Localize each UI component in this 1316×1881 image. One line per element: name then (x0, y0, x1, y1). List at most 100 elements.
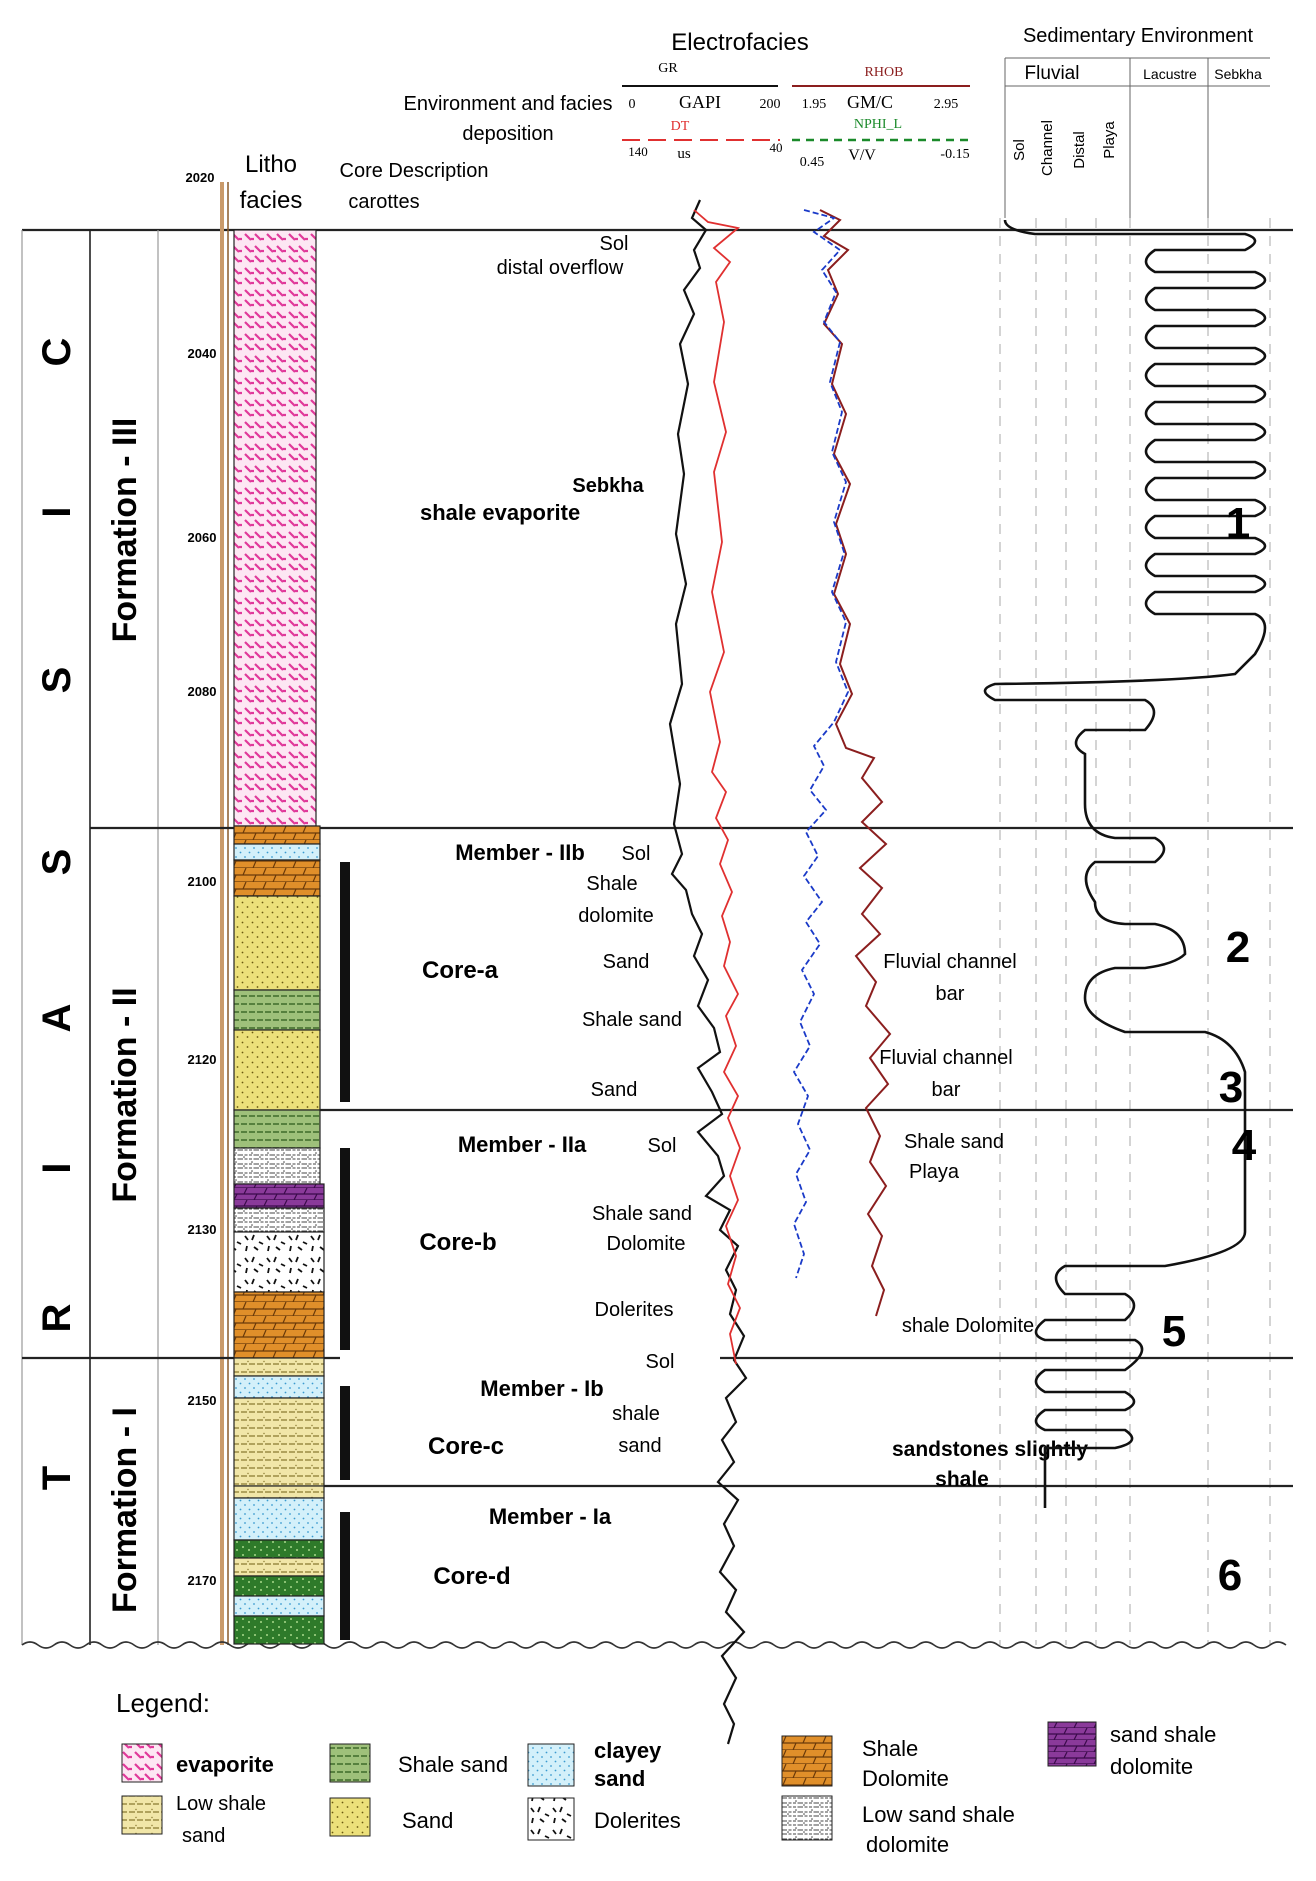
system-letter: S (35, 849, 79, 876)
sol-label: Sol (646, 1351, 675, 1373)
litho-clayey-sand (233, 1595, 325, 1617)
nphi-curve (792, 209, 849, 1279)
distal-subheader: Distal (1071, 131, 1088, 169)
legend-label-low-sand-shale-dolomite: Low sand shale (862, 1802, 1015, 1827)
core-b-label: Core-b (419, 1229, 496, 1256)
shale-sand-desc: shale (612, 1403, 660, 1425)
litho-low-shale-sand (233, 1485, 325, 1499)
log-curves (668, 199, 892, 1745)
core-d-label: Core-d (433, 1563, 510, 1590)
litho-dolerites (233, 1231, 325, 1293)
shale-sand-desc: Shale sand (592, 1203, 692, 1225)
depth-tick-label: 2120 (188, 1052, 217, 1067)
core-d-bar (340, 1512, 350, 1640)
litho-shale-sand-dark (233, 1539, 325, 1559)
legend-swatch-clayey-sand (527, 1743, 575, 1787)
gr-curve (668, 199, 748, 1745)
channel-subheader: Channel (1039, 120, 1056, 176)
litho-low-shale-sand (233, 1357, 325, 1377)
sol-label: Sol (648, 1135, 677, 1157)
member-iia-label: Member - IIa (458, 1132, 587, 1157)
sand-desc: Sand (591, 1079, 638, 1101)
shale-dolomite-desc-2: dolomite (578, 905, 654, 927)
gr-name: GR (658, 61, 678, 76)
legend-swatch-low-sand-shale-dolomite (781, 1795, 833, 1841)
litho-clayey-sand (233, 1497, 325, 1541)
zone-number: 3 (1219, 1063, 1243, 1112)
lithofacies-column (233, 229, 325, 1645)
sandstones-desc: sandstones slightly (892, 1438, 1088, 1461)
depth-tick-label: 2100 (188, 874, 217, 889)
legend-swatch-dolerites (527, 1797, 575, 1841)
zone-number: 5 (1162, 1307, 1186, 1356)
distal-overflow-label: distal overflow (497, 257, 624, 279)
core-description-label-2: carottes (348, 191, 419, 213)
core-bars (340, 862, 350, 1640)
litho-sand (233, 895, 321, 991)
legend-label-clayey-sand-2: sand (594, 1766, 645, 1791)
shale-sand-playa-label: Shale sand (904, 1131, 1004, 1153)
litho-facies-label: Litho (245, 151, 297, 178)
rhob-scale: RHOB 1.95 GM/C 2.95 (792, 65, 970, 112)
formation-column: Formation - III Formation - II Formation… (106, 418, 144, 1613)
legend-label-evaporite: evaporite (176, 1752, 274, 1777)
playa-subheader: Playa (1101, 121, 1118, 159)
member-iib-label: Member - IIb (455, 840, 585, 865)
unconformity-base (21, 1641, 1287, 1649)
shale-sand-desc-2: sand (618, 1435, 661, 1457)
rhob-min: 1.95 (802, 97, 827, 112)
legend-swatch-sand (329, 1797, 371, 1837)
lacustre-label: Lacustre (1143, 66, 1197, 82)
sand-desc: Sand (603, 951, 650, 973)
depth-tick-label: 2170 (188, 1573, 217, 1588)
legend-swatch-shale-dolomite (781, 1735, 833, 1787)
system-letter: I (35, 506, 79, 517)
sed-env-header: Sedimentary Environment Fluvial Lacustre… (1004, 25, 1270, 218)
fluvial-channel-bar-label: Fluvial channel (883, 951, 1016, 973)
depth-tick-label: 2040 (188, 346, 217, 361)
fluvial-channel-bar-label-2: bar (932, 1079, 961, 1101)
nphi-max: -0.15 (940, 147, 969, 162)
legend-label-sand: Sand (402, 1808, 453, 1833)
gr-min: 0 (629, 97, 636, 112)
env-facies-label: Environment and facies (403, 93, 612, 115)
member-ib-label: Member - Ib (480, 1376, 603, 1401)
gr-unit: GAPI (679, 92, 721, 112)
legend-label-low-shale-sand: Low shale (176, 1793, 266, 1815)
litho-evaporite (233, 229, 317, 827)
sol-subheader: Sol (1011, 139, 1028, 161)
sed-env-curve (983, 219, 1267, 1508)
dt-name: DT (671, 119, 690, 134)
depth-tick-label: 2130 (188, 1222, 217, 1237)
legend-label-low-shale-sand-2: sand (182, 1825, 225, 1847)
shale-dolomite-desc: shale Dolomite (902, 1315, 1034, 1337)
shale-dolomite-desc: Shale (586, 873, 637, 895)
legend-swatch-shale-sand (329, 1743, 371, 1783)
core-description-label: Core Description (340, 160, 489, 182)
litho-shale-sand (233, 989, 321, 1031)
system-letter: S (35, 667, 79, 694)
system-letter: I (35, 1162, 79, 1173)
dt-min: 140 (628, 144, 648, 159)
dolomite-desc: Dolomite (607, 1233, 686, 1255)
formation-ii-label: Formation - II (106, 987, 144, 1202)
zone-number: 4 (1232, 1121, 1257, 1170)
frame (21, 182, 1293, 1649)
sed-env-title: Sedimentary Environment (1023, 25, 1254, 47)
gr-scale: GR 0 GAPI 200 (622, 61, 781, 112)
fluvial-channel-bar-label: Fluvial channel (879, 1047, 1012, 1069)
litho-shale-dolomite (233, 859, 321, 897)
formation-iii-label: Formation - III (106, 418, 144, 643)
depth-tick-label: 2060 (188, 530, 217, 545)
litho-shale-sand-dark (233, 1575, 325, 1597)
core-a-bar (340, 862, 350, 1102)
core-c-bar (340, 1386, 350, 1480)
shale-sand-desc: Shale sand (582, 1009, 682, 1031)
legend-label-shale-dolomite: Shale (862, 1736, 918, 1761)
gr-max: 200 (760, 97, 781, 112)
litho-shale-sand-dark (233, 1615, 325, 1645)
dt-scale: DT 140 us 40 (622, 119, 783, 162)
litho-low-shale-sand (233, 1557, 325, 1577)
legend-label-dolerites: Dolerites (594, 1808, 681, 1833)
